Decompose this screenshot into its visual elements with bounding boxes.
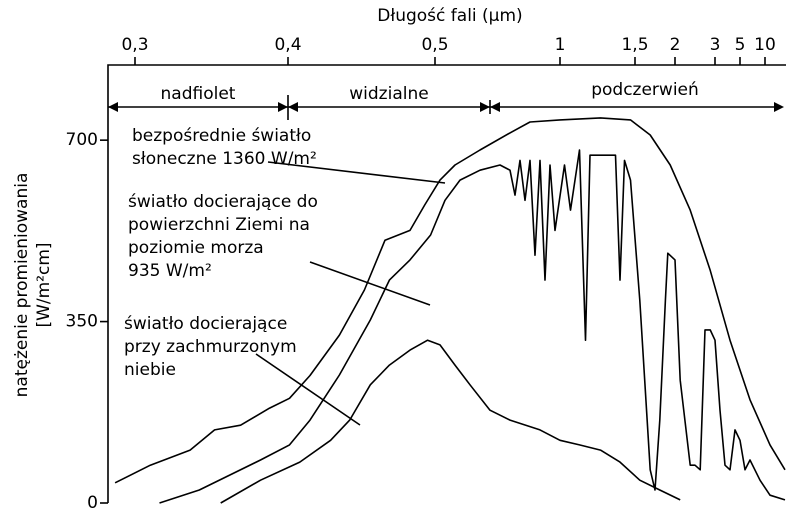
x-tick-label: 0,3: [121, 35, 148, 55]
annotation: światło docierające: [124, 314, 287, 334]
spectrum-curve: [220, 339, 681, 504]
annotation: bezpośrednie światło: [132, 126, 311, 146]
spectrum-curve: [114, 117, 786, 484]
region-label: widzialne: [349, 84, 428, 104]
y-tick-label: 700: [66, 130, 98, 150]
x-tick-label: 1,5: [621, 35, 648, 55]
chart-title: Długość fali (µm): [377, 6, 522, 26]
annotation: światło docierające do: [128, 192, 318, 212]
y-axis-label: natężenie promieniowania: [12, 173, 32, 398]
x-tick-label: 0,4: [274, 35, 301, 55]
x-tick-label: 5: [735, 35, 746, 55]
y-axis-label: [W/m²cm]: [34, 242, 54, 327]
annotation: przy zachmurzonym: [124, 337, 297, 357]
x-tick-label: 2: [670, 35, 681, 55]
region-label: nadfiolet: [161, 84, 236, 104]
region-label: podczerwień: [591, 80, 699, 100]
y-tick-label: 350: [66, 312, 98, 332]
annotation: powierzchni Ziemi na: [128, 215, 310, 235]
annotation: niebie: [124, 360, 176, 380]
leader-lines: [255, 161, 446, 426]
annotation: 935 W/m²: [128, 261, 212, 281]
x-tick-label: 0,5: [421, 35, 448, 55]
x-tick-label: 3: [710, 35, 721, 55]
y-tick-label: 0: [87, 493, 98, 509]
annotation: poziomie morza: [128, 238, 264, 258]
annotation: słoneczne 1360 W/m²: [132, 149, 317, 169]
spectrum-curve: [159, 149, 786, 504]
x-tick-label: 1: [555, 35, 566, 55]
x-tick-label: 10: [754, 35, 776, 55]
